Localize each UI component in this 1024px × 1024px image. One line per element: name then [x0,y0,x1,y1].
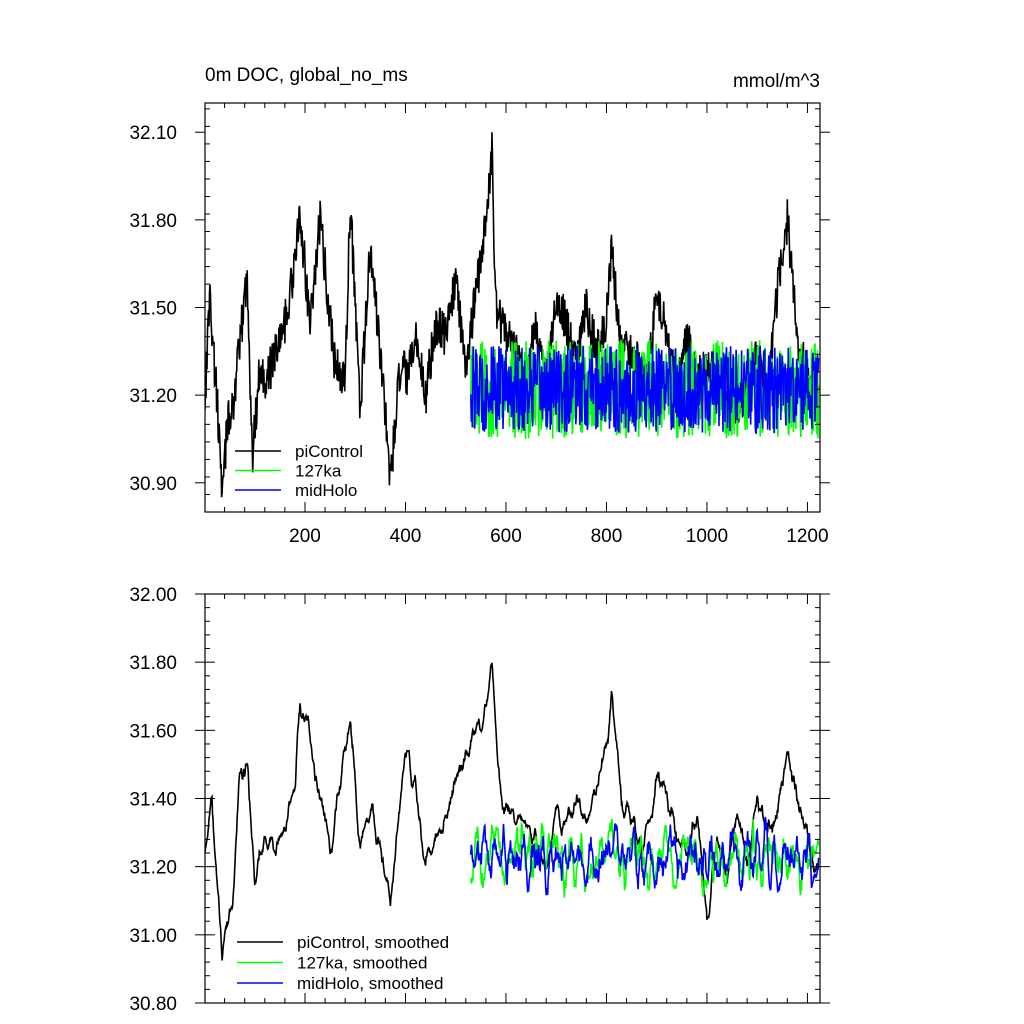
series-group [205,132,820,498]
x-tick-label: 1200 [786,526,828,547]
legend-label: midHolo [295,481,357,500]
y-tick-label: 31.20 [129,858,177,879]
legend-label: 127ka, smoothed [297,954,427,973]
legend-label: piControl [295,442,363,461]
y-tick-label: 31.00 [129,926,177,947]
legend: piControl, smoothed 127ka, smoothedmidHol… [237,933,449,993]
y-tick-label: 31.60 [129,721,177,742]
series-line-midholo-smoothed [470,816,820,896]
series-group [205,662,820,961]
x-tick-label: 400 [390,526,422,547]
units-label: mmol/m^3 [733,71,820,92]
y-tick-label: 32.00 [129,585,177,606]
legend-label: 127ka [295,462,342,481]
y-tick-label: 31.20 [129,386,177,407]
x-tick-label: 1000 [686,526,728,547]
top-panel: 200 400 600 800 1000 1200 30.90 31.20 31.50 31.80… [129,65,830,547]
y-tick-label: 32.10 [129,123,177,144]
y-tick-label: 31.40 [129,790,177,811]
series-line-picontrol-smoothed [205,662,819,961]
legend-label: piControl, smoothed [297,933,449,952]
y-tick-label: 31.80 [129,211,177,232]
bottom-panel: 30.80 31.00 31.20 31.40 31.60 31.80 32.00 piCon… [129,585,830,1015]
legend-label: midHolo, smoothed [297,974,443,993]
y-tick-label: 31.80 [129,653,177,674]
x-tick-label: 200 [289,526,321,547]
chart-title: 0m DOC, global_no_ms [205,65,408,86]
x-tick-label: 800 [591,526,623,547]
x-tick-label: 600 [490,526,522,547]
y-tick-label: 31.50 [129,299,177,320]
y-tick-label: 30.80 [129,994,177,1015]
series-line-midholo [470,345,820,435]
y-tick-label: 30.90 [129,474,177,495]
